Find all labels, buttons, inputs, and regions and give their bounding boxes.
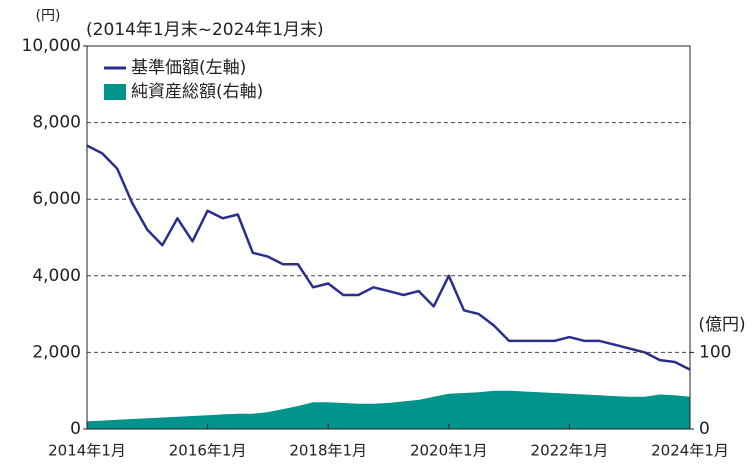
y-tick-label: 6,000 — [32, 189, 81, 209]
y-tick-label: 8,000 — [32, 113, 81, 133]
x-tick-label: 2024年1月 — [651, 442, 729, 460]
x-tick-label: 2016年1月 — [169, 442, 247, 460]
y2-axis-label: (億円) — [698, 315, 745, 335]
legend-swatch — [104, 84, 126, 100]
legend-label: 純資産総額(右軸) — [131, 82, 263, 102]
y-tick-label: 10,000 — [22, 36, 81, 56]
y-tick-label: 0 — [70, 419, 81, 439]
y-tick-label: 2,000 — [32, 342, 81, 362]
plot-frame — [86, 45, 691, 430]
x-tick-label: 2018年1月 — [289, 442, 367, 460]
y-axis-label: (円) — [36, 8, 61, 24]
y-tick-label: 4,000 — [32, 266, 81, 286]
y2-tick-label: 100 — [699, 342, 731, 362]
y2-tick-label: 0 — [699, 419, 710, 439]
area — [87, 390, 690, 429]
chart-subtitle: (2014年1月末~2024年1月末) — [86, 20, 324, 40]
legend-label: 基準価額(左軸) — [131, 58, 246, 78]
x-tick-label: 2014年1月 — [48, 442, 126, 460]
x-tick-label: 2022年1月 — [531, 442, 609, 460]
line — [86, 144, 691, 371]
x-tick-label: 2020年1月 — [410, 442, 488, 460]
